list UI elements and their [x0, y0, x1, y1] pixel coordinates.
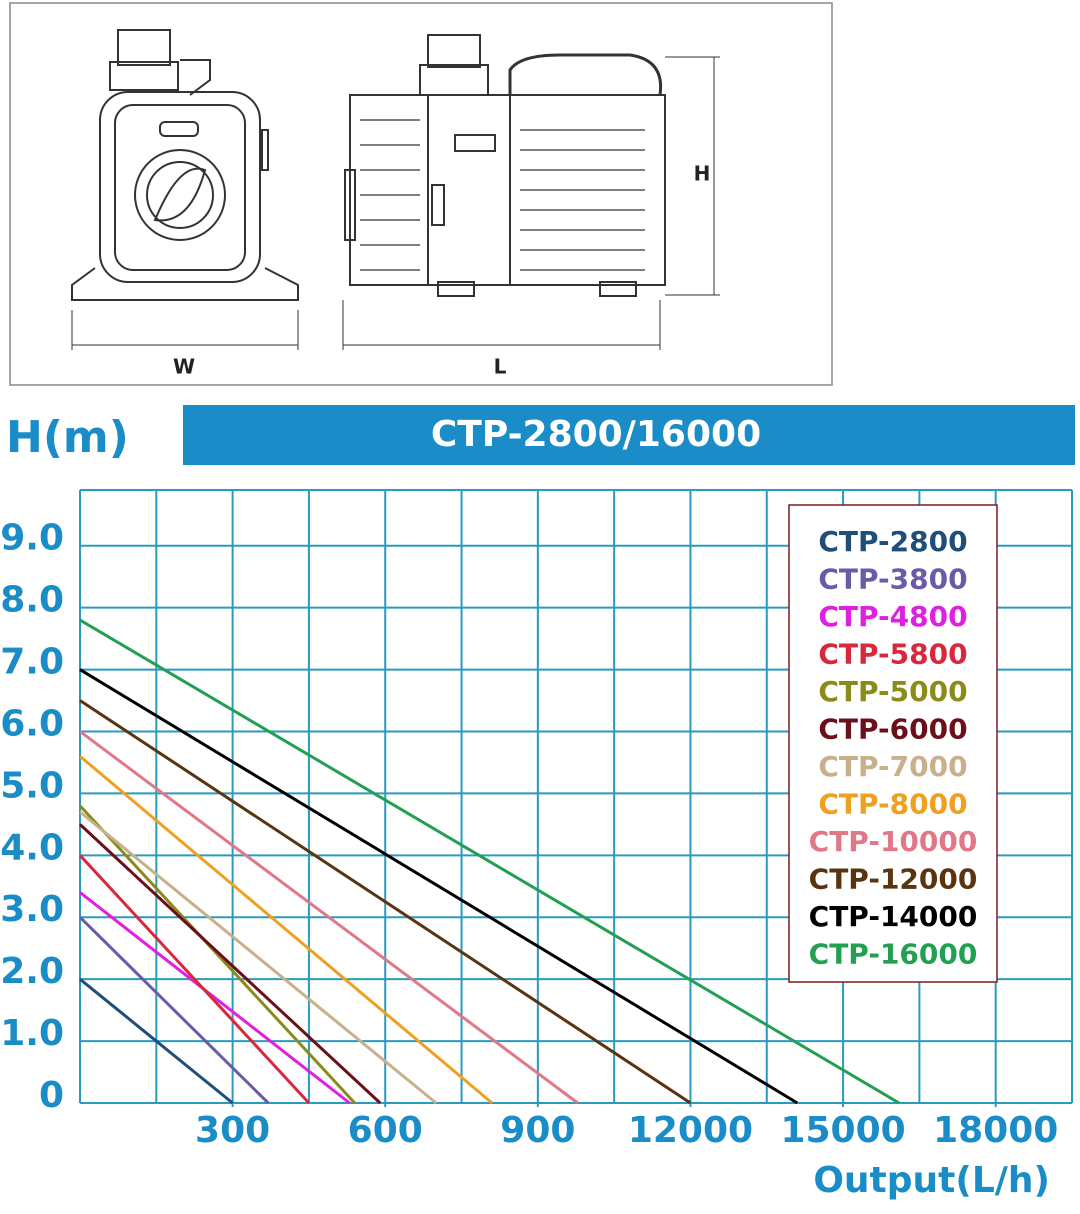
legend-entry: CTP-8000 — [818, 788, 967, 821]
series-line — [78, 854, 311, 1105]
y-tick-label: 1.0 — [0, 1013, 64, 1054]
series-line — [79, 977, 234, 1105]
series-line — [79, 699, 692, 1105]
x-tick-label: 18000 — [933, 1110, 1058, 1151]
series-line — [79, 618, 900, 1105]
dimension-label: W — [173, 355, 195, 379]
series-line — [78, 804, 356, 1105]
y-tick-label: 0 — [39, 1075, 64, 1116]
y-tick-label: 9.0 — [0, 518, 64, 559]
series-line — [78, 823, 382, 1105]
y-tick-label: 2.0 — [0, 951, 64, 992]
legend-entry: CTP-5800 — [818, 638, 967, 671]
legend-entry: CTP-14000 — [809, 900, 978, 933]
legend-entry: CTP-2800 — [818, 525, 967, 558]
y-tick-label: 5.0 — [0, 765, 64, 806]
plot-area: 0 1.0 2.0 3.0 4.0 5.0 6.0 7.0 8.0 9.0 300 600 900 120… — [0, 489, 1073, 1151]
legend-entry: CTP-6000 — [818, 713, 967, 746]
y-tick-label: 8.0 — [0, 580, 64, 621]
legend-entry: CTP-5000 — [818, 675, 967, 708]
legend-entry: CTP-10000 — [809, 825, 978, 858]
legend-entry: CTP-12000 — [809, 863, 978, 896]
chart-title: CTP-2800/16000 — [431, 414, 761, 455]
y-tick-label: 3.0 — [0, 889, 64, 930]
series-line — [79, 755, 494, 1105]
y-axis-label: H(m) — [6, 412, 129, 463]
legend-box — [788, 504, 998, 983]
legend-entry: CTP-3800 — [818, 563, 967, 596]
series-line — [79, 891, 351, 1105]
x-tick-label: 300 — [195, 1110, 270, 1151]
y-tick-label: 4.0 — [0, 827, 64, 868]
x-tick-label: 900 — [500, 1110, 575, 1151]
x-tick-label: 15000 — [780, 1110, 905, 1151]
dimension-label: L — [494, 355, 507, 379]
legend-entry: CTP-7000 — [818, 750, 967, 783]
x-axis-label: Output(L/h) — [813, 1160, 1050, 1201]
y-tick-label: 7.0 — [0, 642, 64, 683]
legend-entry: CTP-4800 — [818, 600, 967, 633]
series-line — [79, 810, 438, 1105]
x-tick-label: 600 — [348, 1110, 423, 1151]
series-line — [79, 668, 799, 1105]
title-banner — [183, 405, 1075, 465]
legend: CTP-2800 CTP-3800 CTP-4800 CTP-5800 CTP-5000… — [788, 504, 998, 983]
legend-entry: CTP-16000 — [809, 938, 978, 971]
series-line — [79, 730, 579, 1105]
series-line — [78, 916, 270, 1105]
product-drawing — [9, 2, 833, 386]
y-tick-label: 6.0 — [0, 703, 64, 744]
x-tick-label: 12000 — [628, 1110, 753, 1151]
dimension-label: H — [694, 162, 711, 186]
